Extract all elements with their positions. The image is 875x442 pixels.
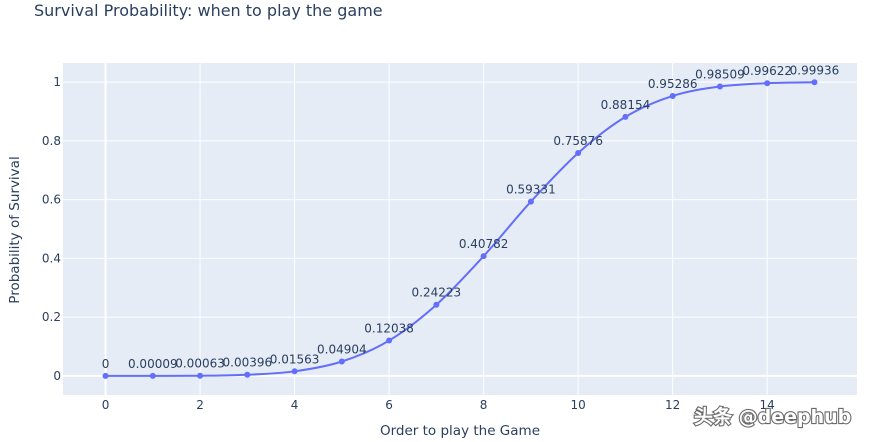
y-tick-label: 0.4 [42,251,61,265]
x-tick-label: 4 [291,398,299,412]
data-points [102,79,818,379]
data-point [386,337,393,344]
data-point [338,358,345,365]
x-tick-label: 12 [665,398,680,412]
data-label: 0.88154 [601,98,651,112]
data-label: 0.99936 [790,63,840,77]
y-tick-label: 0 [53,369,61,383]
data-point [480,253,487,260]
data-point [764,80,771,87]
data-point [575,149,582,156]
watermark: 头条 @deephub [694,405,851,428]
data-label: 0.95286 [648,77,698,91]
data-label: 0.12038 [364,322,414,336]
x-axis-ticks: 0 2 4 6 8 10 12 14 [102,398,775,412]
data-label: 0.99622 [742,64,792,78]
data-point [149,372,156,379]
data-label: 0.40782 [459,237,509,251]
y-axis-title: Probability of Survival [7,156,23,303]
data-label: 0.00009 [128,357,178,371]
data-point [244,371,251,378]
data-point [197,372,204,379]
data-point [102,372,109,379]
x-tick-label: 8 [480,398,488,412]
x-tick-label: 0 [102,398,110,412]
data-point [716,83,723,90]
data-point [622,113,629,120]
x-tick-label: 6 [385,398,393,412]
data-point [527,198,534,205]
data-label: 0.01563 [270,352,320,366]
y-tick-label: 0.2 [42,310,61,324]
x-tick-label: 14 [760,398,775,412]
x-tick-label: 10 [571,398,586,412]
y-tick-label: 0.6 [42,193,61,207]
data-label: 0.00396 [223,356,273,370]
data-point [433,301,440,308]
data-label: 0.24223 [412,286,462,300]
data-label: 0 [102,357,110,371]
x-axis-title: Order to play the Game [380,423,540,439]
plot-area [63,63,857,395]
y-axis-ticks: 0 0.2 0.4 0.6 0.8 1 [42,75,61,383]
series-line [105,81,815,377]
data-label: 0.00063 [175,357,225,371]
data-label: 0.98509 [695,67,745,81]
chart-title: Survival Probability: when to play the g… [34,1,383,20]
x-tick-label: 2 [196,398,204,412]
data-point [669,92,676,99]
data-label: 0.04904 [317,342,367,356]
y-tick-label: 0.8 [42,134,61,148]
data-point [291,368,298,375]
grid [63,63,857,395]
data-label: 0.75876 [553,134,603,148]
y-tick-label: 1 [53,75,61,89]
data-point [811,79,818,86]
data-label: 0.59331 [506,183,556,197]
